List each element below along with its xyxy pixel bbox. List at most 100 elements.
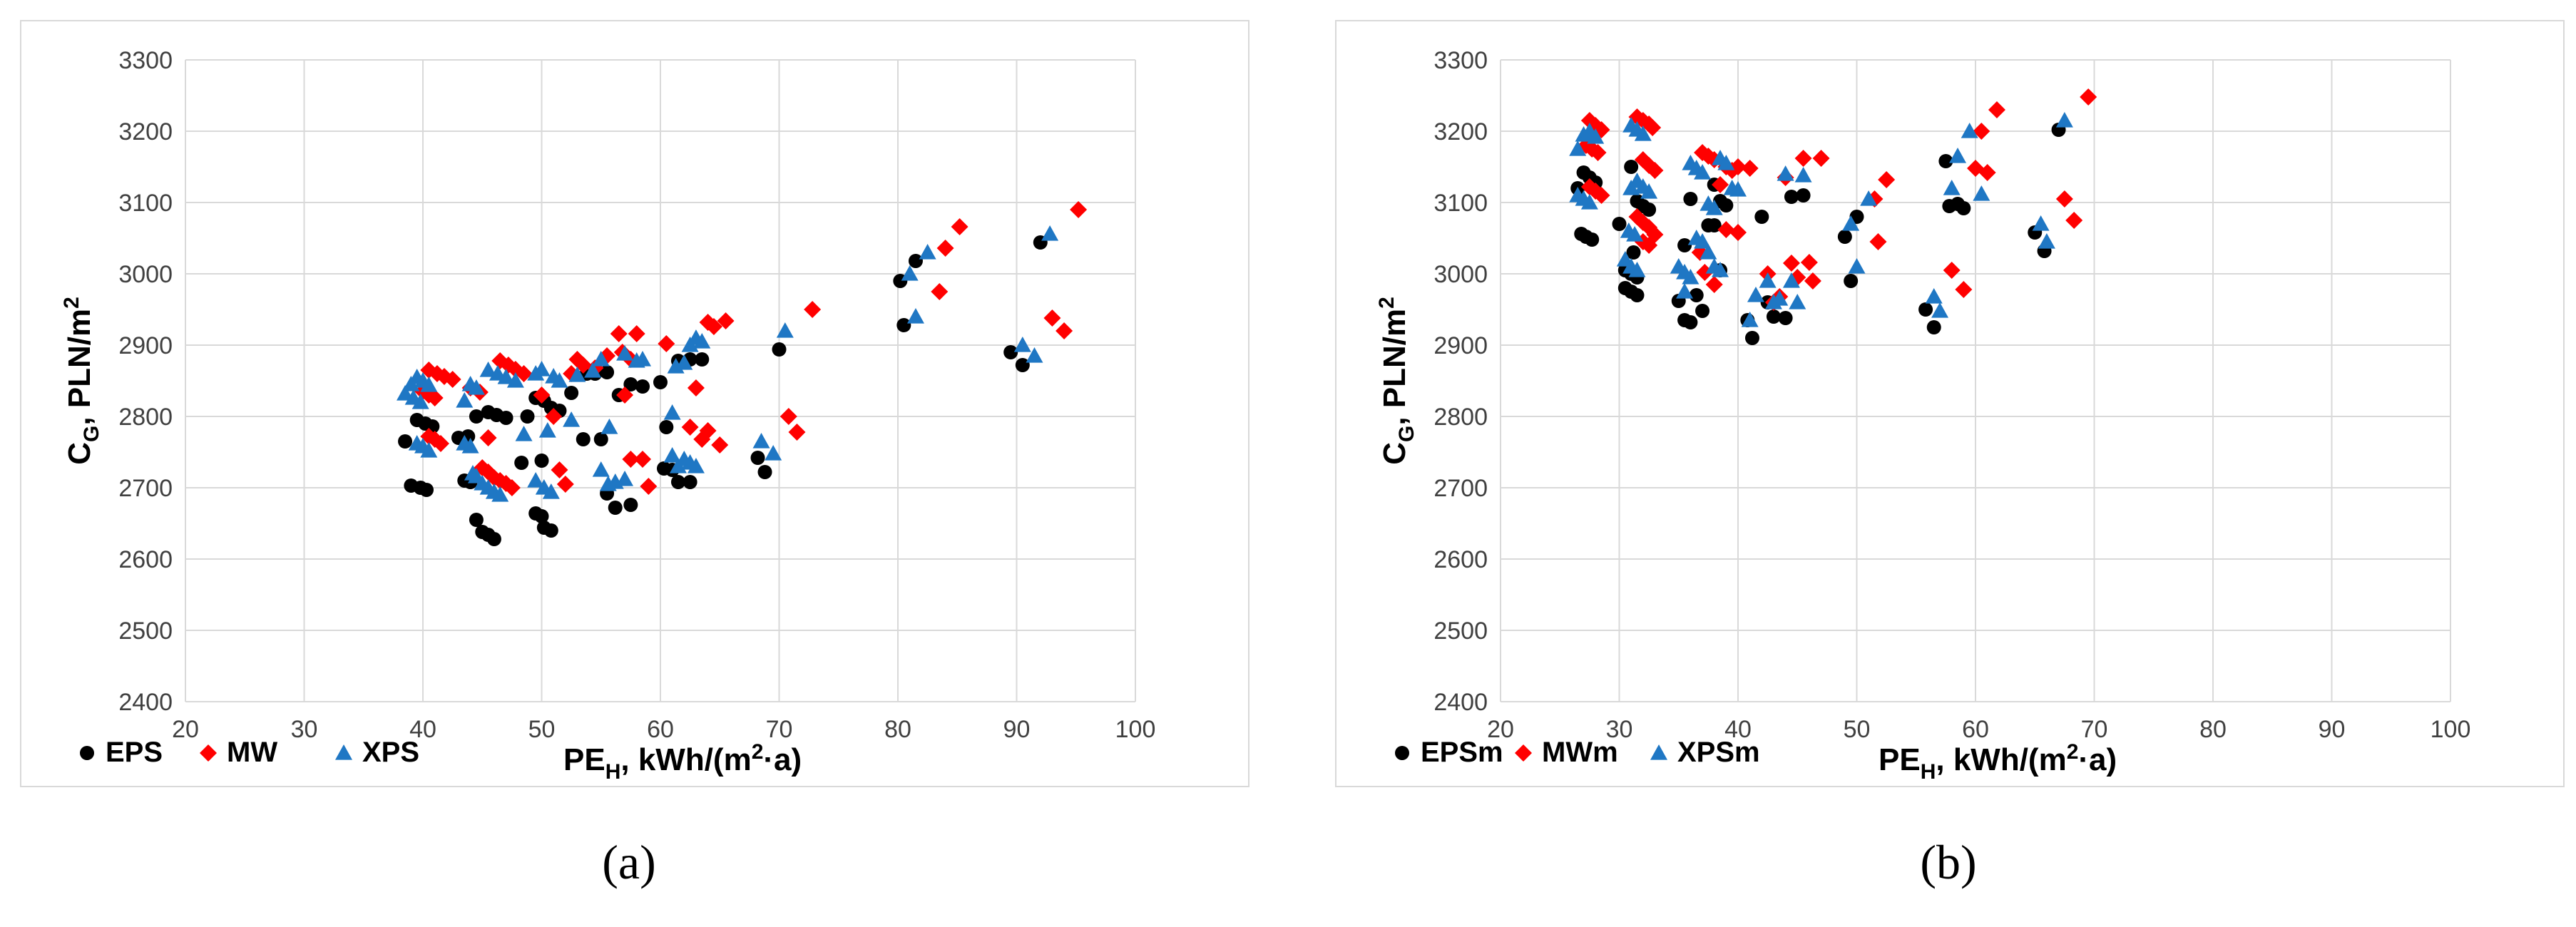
data-point-XPS (491, 486, 509, 502)
data-point-MW (545, 408, 563, 425)
data-point-XPS (551, 372, 568, 388)
x-axis-title-sub: H (1921, 760, 1936, 784)
data-point-XPS (464, 465, 481, 481)
data-point-EPS (656, 461, 671, 476)
data-point-MWm (1729, 224, 1747, 241)
data-point-XPSm (1634, 126, 1652, 141)
y-axis-title-main: C (62, 442, 97, 465)
data-point-EPS (520, 409, 535, 424)
data-point-XPS (420, 442, 438, 458)
data-point-MW (699, 422, 717, 439)
x-tick-label: 70 (766, 716, 793, 743)
data-point-EPS (623, 377, 638, 391)
data-point-XPSm (1759, 272, 1777, 288)
data-point-XPSm (2032, 215, 2050, 231)
data-point-MW (705, 318, 722, 335)
data-point-EPS (670, 475, 685, 489)
legend-marker-XPSm (1650, 744, 1667, 760)
data-point-MW (681, 419, 699, 436)
y-tick-label: 2600 (1433, 546, 1488, 573)
data-point-XPS (663, 447, 681, 463)
data-point-EPS (486, 532, 501, 546)
y-tick-label: 3300 (1433, 47, 1488, 74)
data-point-XPSm (1705, 200, 1723, 215)
data-point-MWm (2080, 88, 2097, 106)
data-point-MWm (1943, 262, 1961, 279)
data-point-XPS (919, 244, 936, 260)
y-tick-label: 2500 (1433, 618, 1488, 645)
data-point-EPS (659, 420, 674, 434)
chart-panel-a: 20 30 40 50 60 70 80 90 100 2400 2500 2600 2700 2800 2… (20, 20, 1249, 787)
data-point-EPSm (1683, 192, 1698, 206)
data-point-EPS (499, 411, 513, 425)
data-point-EPS (896, 318, 911, 332)
data-point-MWm (1593, 121, 1610, 138)
x-axis-title-main: PE (563, 742, 605, 777)
data-point-XPS (906, 308, 924, 324)
data-point-EPS (398, 434, 413, 449)
x-tick-label: 60 (647, 716, 674, 743)
y-axis-title-rest: , PLN/m (62, 309, 97, 426)
legend-label-EPSm: EPSm (1421, 737, 1503, 768)
data-point-MWm (1634, 151, 1652, 168)
data-point-EPSm (1796, 188, 1811, 203)
data-point-XPSm (1694, 164, 1712, 180)
legend-label-MWm: MWm (1542, 737, 1618, 768)
data-point-EPS (908, 254, 923, 268)
data-point-XPSm (1712, 262, 1729, 277)
data-point-MW (936, 240, 954, 257)
x-axis-title-end: ·a) (2078, 742, 2117, 777)
data-point-MWm (1878, 171, 1896, 188)
data-point-MWm (2055, 190, 2073, 208)
data-point-EPS (543, 523, 558, 538)
data-point-XPS (568, 367, 586, 382)
data-point-XPSm (1741, 312, 1759, 327)
data-point-XPS (533, 361, 551, 377)
scatter-chart-b: 20 30 40 50 60 70 80 90 100 2400 2500 2600 2700 2800 2… (1375, 47, 2471, 784)
data-point-MW (1056, 322, 1073, 339)
data-point-XPS (693, 333, 711, 349)
data-point-XPSm (1789, 294, 1806, 309)
data-point-EPSm (1707, 218, 1722, 232)
x-tick-label: 40 (1724, 716, 1752, 743)
data-point-MW (616, 386, 634, 404)
data-point-EPSm (1754, 210, 1769, 224)
data-point-EPSm (1918, 302, 1933, 317)
data-point-MWm (1705, 276, 1723, 293)
data-point-MW (780, 408, 797, 425)
series-MW (414, 201, 1088, 496)
data-point-MW (951, 218, 968, 235)
data-point-EPS (469, 409, 484, 424)
data-point-XPS (765, 445, 782, 461)
data-point-MWm (1812, 150, 1830, 167)
y-axis-title-sup: 2 (60, 297, 83, 309)
data-point-MWm (1717, 221, 1735, 238)
data-point-MW (622, 451, 640, 468)
data-point-EPS (600, 365, 615, 379)
data-point-MWm (1646, 162, 1664, 179)
legend-label-XPS: XPS (362, 737, 419, 768)
legend-marker-XPS (335, 744, 352, 760)
data-point-MW (610, 325, 628, 342)
data-point-XPSm (1794, 167, 1812, 183)
data-point-XPS (675, 354, 693, 370)
data-point-XPS (563, 411, 581, 427)
data-point-MW (551, 461, 568, 478)
data-point-EPSm (1744, 331, 1759, 345)
data-point-MW (444, 371, 461, 388)
data-point-MWm (1869, 233, 1887, 250)
data-point-XPSm (1729, 181, 1747, 197)
legend-label-EPS: EPS (106, 737, 163, 768)
data-point-EPS (419, 483, 434, 497)
data-point-MW (479, 429, 497, 446)
x-tick-label: 100 (2431, 716, 2471, 743)
data-point-MWm (1729, 158, 1747, 175)
data-point-XPS (420, 377, 438, 392)
grid (185, 59, 1136, 702)
data-point-XPS (901, 265, 919, 281)
data-point-XPSm (1628, 262, 1646, 277)
data-point-MWm (1628, 208, 1646, 225)
data-point-EPSm (1719, 198, 1734, 212)
data-point-XPSm (1782, 272, 1800, 288)
data-point-MWm (1741, 160, 1759, 177)
